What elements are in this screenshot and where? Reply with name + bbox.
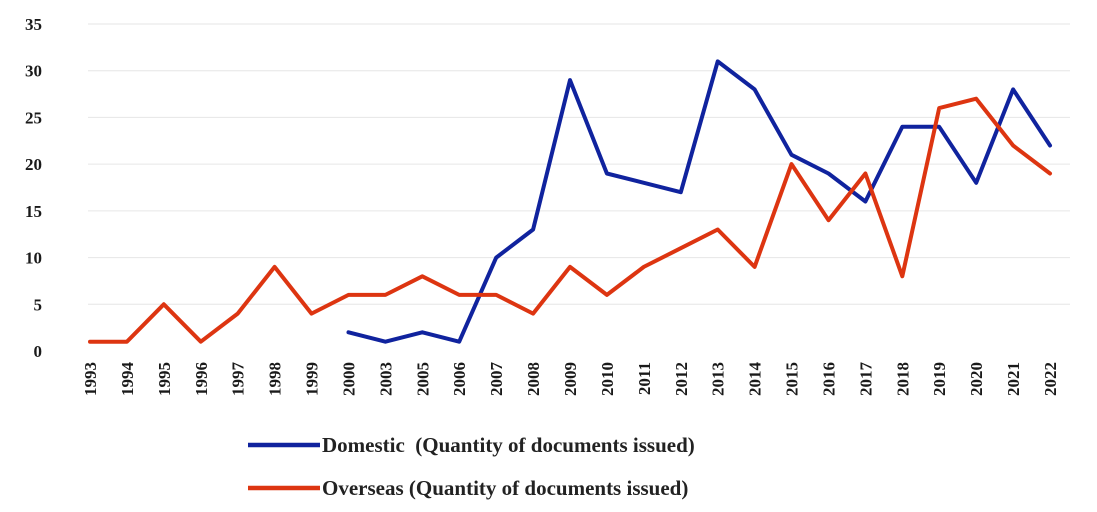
y-tick-label: 20 [25,155,42,174]
series-lines [88,59,1052,344]
x-tick-label: 2005 [413,362,432,396]
x-tick-label: 2003 [376,362,395,396]
y-tick-label: 0 [34,342,43,361]
series-line [88,96,1052,344]
x-tick-label: 1995 [155,362,174,396]
series-overseas [88,96,1052,344]
y-tick-label: 5 [34,295,43,314]
x-tick-label: 2010 [598,362,617,396]
x-tick-label: 2017 [856,362,875,397]
legend-item-overseas: Overseas (Quantity of documents issued) [248,476,688,500]
y-axis-ticks: 0 5 10 15 20 25 30 35 [25,15,42,361]
x-tick-label: 2015 [783,362,802,396]
y-tick-label: 30 [25,62,42,81]
x-axis-ticks: 1993 1994 1995 1996 1997 1998 1999 2000 2003 2005… [81,361,1060,396]
series-domestic [346,59,1052,344]
x-tick-label: 1997 [229,362,248,397]
x-tick-label: 2019 [930,362,949,396]
x-tick-label: 2018 [893,362,912,396]
legend-item-domestic: Domestic (Quantity of documents issued) [248,433,695,457]
x-tick-label: 2020 [967,362,986,396]
x-tick-label: 2006 [450,362,469,396]
legend-label: Overseas (Quantity of documents issued) [322,476,688,500]
gridlines [88,23,1070,305]
y-tick-label: 10 [25,249,42,268]
x-tick-label: 2009 [561,362,580,396]
x-tick-label: 2021 [1004,362,1023,396]
x-tick-label: 2013 [709,362,728,396]
legend-label: Domestic (Quantity of documents issued) [322,433,695,457]
x-tick-label: 2014 [746,362,765,397]
x-tick-label: 2007 [487,361,506,396]
series-line [346,59,1052,344]
x-tick-label: 1996 [192,362,211,396]
y-tick-label: 35 [25,15,42,34]
y-tick-label: 25 [25,108,42,127]
x-tick-label: 2008 [524,362,543,396]
x-tick-label: 1998 [266,362,285,396]
x-tick-label: 1999 [303,362,322,396]
x-tick-label: 2012 [672,362,691,396]
x-tick-label: 2000 [339,362,358,396]
y-tick-label: 15 [25,202,42,221]
x-tick-label: 1993 [81,362,100,396]
x-tick-label: 2011 [635,362,654,395]
x-tick-label: 2022 [1041,362,1060,396]
legend: Domestic (Quantity of documents issued) O… [248,433,695,500]
x-tick-label: 1994 [118,362,137,397]
x-tick-label: 2016 [819,362,838,396]
